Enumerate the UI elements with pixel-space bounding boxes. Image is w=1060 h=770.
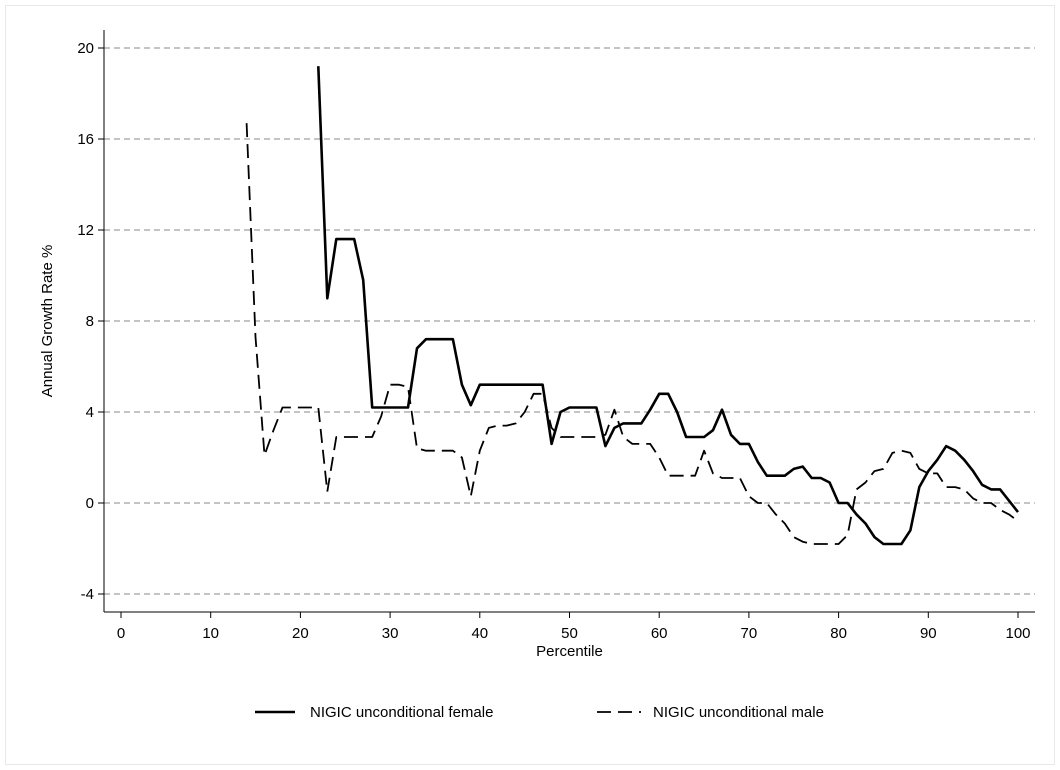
x-tick-label: 60 <box>651 625 668 642</box>
x-tick-label: 40 <box>471 625 488 642</box>
series-line-male <box>245 123 1019 545</box>
x-tick-label: 90 <box>920 625 937 642</box>
y-tick-label: 12 <box>77 222 94 239</box>
x-tick-label: 20 <box>292 625 309 642</box>
legend-label-female: NIGIC unconditional female <box>310 704 493 721</box>
legend: NIGIC unconditional female NIGIC uncondi… <box>255 704 824 721</box>
y-tick-label: 8 <box>86 313 94 330</box>
x-axis-title: Percentile <box>536 643 603 660</box>
x-tick-label: 50 <box>561 625 578 642</box>
series-line-female <box>317 66 1020 546</box>
x-tick-label: 30 <box>382 625 399 642</box>
x-tick-label: 80 <box>830 625 847 642</box>
y-tick-label: -4 <box>81 586 94 603</box>
y-tick-label: 16 <box>77 131 94 148</box>
x-tick-label: 70 <box>741 625 758 642</box>
y-tick-label: 20 <box>77 40 94 57</box>
x-tick-label: 0 <box>117 625 125 642</box>
series-lines <box>245 66 1020 546</box>
gridlines <box>104 47 1035 595</box>
y-axis-title: Annual Growth Rate % <box>39 245 56 398</box>
x-tick-label: 100 <box>1005 625 1030 642</box>
y-tick-labels: -4 0 4 8 12 16 20 <box>77 40 104 603</box>
y-tick-label: 0 <box>86 495 94 512</box>
x-tick-label: 10 <box>202 625 219 642</box>
legend-label-male: NIGIC unconditional male <box>653 704 824 721</box>
x-tick-labels: 0 10 20 30 40 50 60 70 80 90 100 <box>117 612 1031 642</box>
y-tick-label: 4 <box>86 404 94 421</box>
